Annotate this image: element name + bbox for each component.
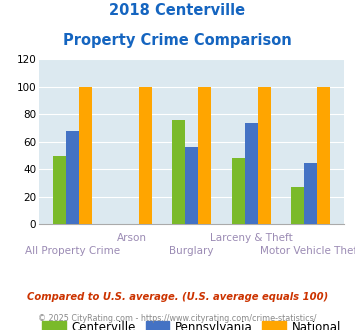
Text: Property Crime Comparison: Property Crime Comparison [63,33,292,48]
Bar [304,162,317,224]
Text: © 2025 CityRating.com - https://www.cityrating.com/crime-statistics/: © 2025 CityRating.com - https://www.city… [38,314,317,323]
Bar [185,148,198,224]
Bar [139,87,152,224]
Bar [79,87,92,224]
Text: Compared to U.S. average. (U.S. average equals 100): Compared to U.S. average. (U.S. average … [27,292,328,302]
Legend: Centerville, Pennsylvania, National: Centerville, Pennsylvania, National [38,316,346,330]
Bar [245,123,258,224]
Text: 2018 Centerville: 2018 Centerville [109,3,246,18]
Bar [172,120,185,224]
Text: Burglary: Burglary [169,246,214,256]
Bar [231,158,245,224]
Text: Larceny & Theft: Larceny & Theft [210,233,293,243]
Bar [53,156,66,224]
Bar [66,131,79,224]
Bar [258,87,271,224]
Text: All Property Crime: All Property Crime [25,246,120,256]
Bar [317,87,331,224]
Text: Motor Vehicle Theft: Motor Vehicle Theft [260,246,355,256]
Bar [291,187,304,224]
Bar [198,87,211,224]
Text: Arson: Arson [117,233,147,243]
